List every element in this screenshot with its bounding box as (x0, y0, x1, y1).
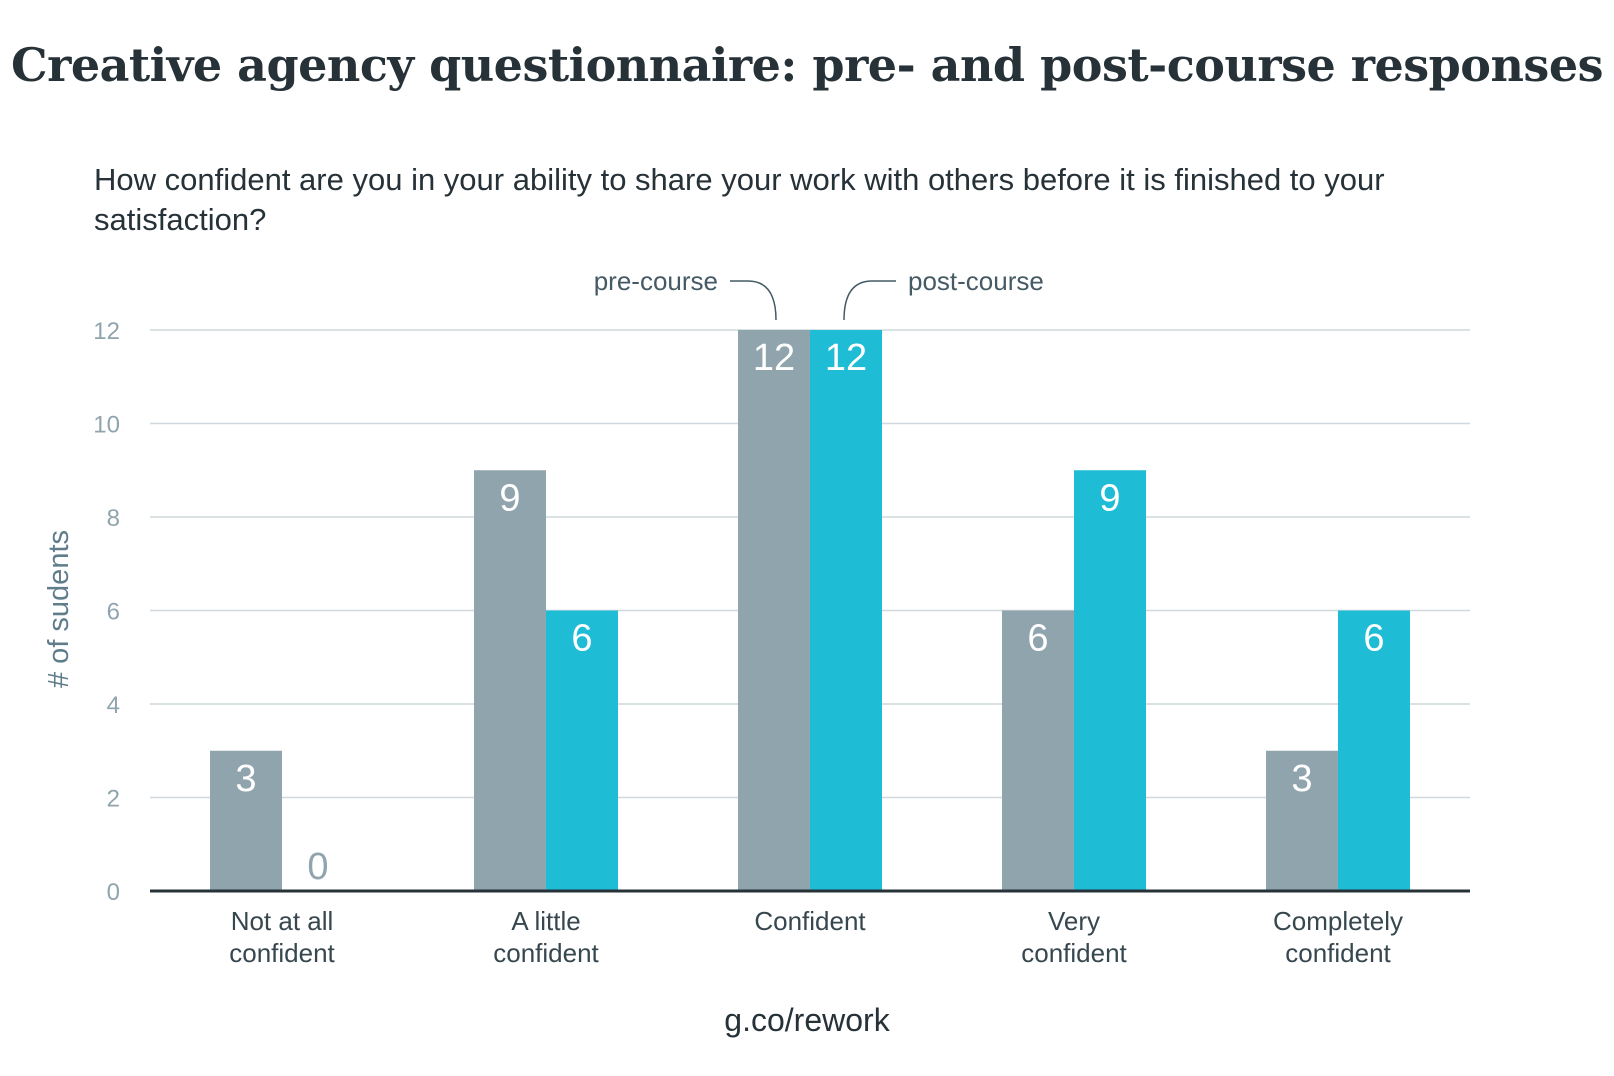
data-label: 0 (307, 846, 328, 888)
x-tick-label: Not at all (231, 906, 334, 936)
data-label: 3 (1291, 758, 1312, 800)
legend-post-course: post-course (908, 266, 1044, 296)
bar-pre-course (1266, 750, 1338, 891)
bars (210, 330, 1410, 891)
data-label: 12 (753, 337, 795, 379)
legend-post-course-leader (843, 280, 896, 321)
data-label: 6 (1363, 618, 1384, 660)
chart-title: Creative agency questionnaire: pre- and … (10, 38, 1604, 92)
value-labels: 3 0 9 6 12 12 6 9 3 6 (235, 337, 1384, 888)
y-tick-label: 12 (93, 318, 120, 345)
x-tick-label: confident (1285, 938, 1391, 968)
bar-pre-course (1002, 610, 1074, 891)
x-tick-label: confident (493, 938, 599, 968)
bar-post-course (546, 610, 618, 891)
bar-pre-course (210, 750, 282, 891)
bar-pre-course (738, 330, 810, 891)
y-tick-label: 4 (107, 692, 120, 719)
bar-post-course (810, 330, 882, 891)
data-label: 9 (499, 477, 520, 519)
y-tick-label: 8 (107, 505, 120, 532)
data-label: 12 (825, 337, 867, 379)
bar-pre-course (474, 470, 546, 891)
y-tick-label: 10 (93, 412, 120, 439)
data-label: 9 (1099, 477, 1120, 519)
y-axis-label: # of sudents (43, 530, 75, 688)
x-tick-label: confident (1021, 938, 1127, 968)
x-tick-label: Confident (754, 906, 866, 936)
chart-subtitle: How confident are you in your ability to… (94, 162, 1385, 237)
data-label: 3 (235, 758, 256, 800)
x-tick-label: confident (229, 938, 335, 968)
legend: pre-course post-course (594, 266, 1044, 321)
y-tick-label: 6 (107, 599, 120, 626)
x-tick-label: Very (1048, 906, 1100, 936)
data-label: 6 (1027, 618, 1048, 660)
y-tick-label: 0 (107, 879, 120, 906)
x-tick-label: A little (511, 906, 580, 936)
bar-post-course (1338, 610, 1410, 891)
bar-post-course (1074, 470, 1146, 891)
x-tick-label: Completely (1273, 906, 1403, 936)
source-link[interactable]: g.co/rework (724, 1002, 890, 1038)
data-label: 6 (571, 618, 592, 660)
legend-pre-course-leader (730, 280, 777, 321)
legend-pre-course: pre-course (594, 266, 718, 296)
y-tick-label: 2 (107, 786, 120, 813)
